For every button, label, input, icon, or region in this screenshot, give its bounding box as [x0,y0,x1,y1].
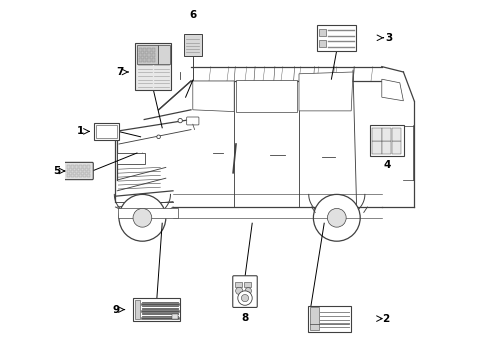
Polygon shape [382,79,403,101]
FancyBboxPatch shape [83,170,86,173]
Circle shape [245,288,251,294]
Text: 8: 8 [242,313,248,323]
FancyBboxPatch shape [317,25,356,51]
FancyBboxPatch shape [233,276,257,307]
FancyBboxPatch shape [74,170,78,173]
FancyBboxPatch shape [74,165,78,169]
FancyBboxPatch shape [87,165,90,169]
Text: 1: 1 [77,126,84,136]
Circle shape [242,294,248,302]
FancyBboxPatch shape [67,174,70,177]
Polygon shape [236,80,297,112]
FancyBboxPatch shape [382,141,392,154]
FancyBboxPatch shape [147,58,150,62]
FancyBboxPatch shape [319,40,326,47]
FancyBboxPatch shape [71,174,74,177]
FancyBboxPatch shape [184,34,201,55]
FancyBboxPatch shape [143,53,146,57]
FancyBboxPatch shape [135,300,141,319]
FancyBboxPatch shape [137,45,158,64]
Text: 9: 9 [113,305,120,315]
Circle shape [314,194,360,241]
FancyBboxPatch shape [392,128,401,141]
FancyBboxPatch shape [96,125,117,138]
FancyBboxPatch shape [370,125,404,156]
FancyBboxPatch shape [172,314,178,319]
FancyBboxPatch shape [310,307,318,330]
FancyBboxPatch shape [79,174,82,177]
FancyBboxPatch shape [139,53,142,57]
Circle shape [178,118,182,123]
FancyBboxPatch shape [372,141,382,154]
Circle shape [119,194,166,241]
FancyBboxPatch shape [83,174,86,177]
FancyBboxPatch shape [67,170,70,173]
FancyBboxPatch shape [244,282,251,287]
FancyBboxPatch shape [151,58,155,62]
FancyBboxPatch shape [64,162,93,180]
FancyBboxPatch shape [83,165,86,169]
Polygon shape [299,72,353,111]
Circle shape [157,135,160,139]
Circle shape [327,208,346,227]
FancyBboxPatch shape [94,123,119,140]
FancyBboxPatch shape [392,141,401,154]
FancyBboxPatch shape [118,208,178,218]
FancyBboxPatch shape [147,53,150,57]
Circle shape [236,287,243,294]
Text: 6: 6 [189,10,196,20]
Polygon shape [193,81,234,112]
FancyBboxPatch shape [71,165,74,169]
FancyBboxPatch shape [135,43,172,90]
Text: 3: 3 [386,33,392,43]
FancyBboxPatch shape [308,306,351,332]
FancyBboxPatch shape [158,45,171,64]
FancyBboxPatch shape [143,48,146,52]
FancyBboxPatch shape [139,58,142,62]
FancyBboxPatch shape [71,170,74,173]
FancyBboxPatch shape [74,174,78,177]
FancyBboxPatch shape [87,174,90,177]
FancyBboxPatch shape [133,298,180,321]
FancyBboxPatch shape [319,29,326,36]
FancyBboxPatch shape [87,170,90,173]
FancyBboxPatch shape [151,53,155,57]
FancyBboxPatch shape [67,165,70,169]
Circle shape [133,208,152,227]
FancyBboxPatch shape [151,48,155,52]
FancyBboxPatch shape [235,282,243,287]
FancyBboxPatch shape [139,48,142,52]
FancyBboxPatch shape [79,170,82,173]
Text: 7: 7 [116,67,123,77]
Text: 2: 2 [383,314,390,324]
FancyBboxPatch shape [143,58,146,62]
FancyBboxPatch shape [382,128,392,141]
Text: 4: 4 [384,160,391,170]
FancyBboxPatch shape [147,48,150,52]
FancyBboxPatch shape [117,153,145,164]
FancyBboxPatch shape [187,117,199,125]
Circle shape [238,291,252,305]
Text: 5: 5 [53,166,60,176]
FancyBboxPatch shape [79,165,82,169]
FancyBboxPatch shape [372,128,382,141]
